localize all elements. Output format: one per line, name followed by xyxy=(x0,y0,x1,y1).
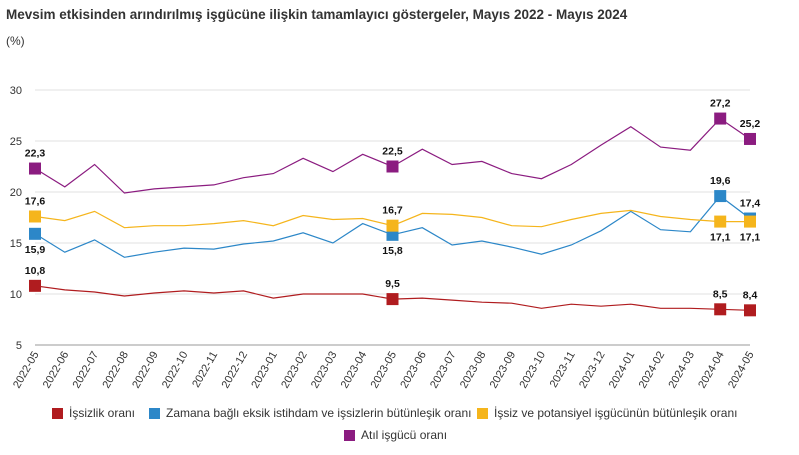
x-tick-label: 2022-05 xyxy=(11,350,42,391)
unit-label: (%) xyxy=(6,34,25,48)
x-tick-label: 2022-10 xyxy=(160,350,191,391)
x-tick-label: 2023-07 xyxy=(428,350,459,391)
series-marker-2 xyxy=(744,215,756,228)
x-tick-label: 2024-04 xyxy=(696,350,727,391)
data-label: 17,6 xyxy=(25,195,46,207)
legend-item-0[interactable]: İşsizlik oranı xyxy=(52,406,135,420)
x-tick-label: 2023-05 xyxy=(369,350,400,391)
data-label: 16,7 xyxy=(382,205,403,217)
data-label: 17,4 xyxy=(740,198,761,210)
series-marker-1 xyxy=(714,190,727,203)
x-tick-label: 2022-09 xyxy=(130,350,161,391)
data-label: 25,2 xyxy=(740,118,761,130)
x-tick-label: 2023-09 xyxy=(488,350,519,391)
legend-swatch-3 xyxy=(344,429,355,441)
data-label: 17,1 xyxy=(740,232,761,244)
x-tick-label: 2023-08 xyxy=(458,350,489,391)
data-label: 8,5 xyxy=(713,288,728,300)
y-tick-label: 25 xyxy=(10,136,22,148)
y-tick-label: 15 xyxy=(10,238,22,250)
x-tick-label: 2024-03 xyxy=(666,350,697,391)
data-label: 10,8 xyxy=(25,265,46,277)
series-marker-0 xyxy=(714,303,727,316)
legend-swatch-2 xyxy=(477,407,488,419)
series-marker-1 xyxy=(29,227,41,240)
x-tick-label: 2023-03 xyxy=(309,350,340,391)
x-tick-label: 2024-02 xyxy=(637,350,668,391)
chart-title: Mevsim etkisinden arındırılmış işgücüne … xyxy=(6,7,628,22)
series-marker-3 xyxy=(744,132,756,145)
x-tick-label: 2024-05 xyxy=(726,350,757,391)
data-label: 22,3 xyxy=(25,148,46,160)
legend-swatch-1 xyxy=(149,407,160,419)
data-label: 19,6 xyxy=(710,175,731,187)
x-tick-label: 2022-11 xyxy=(190,350,220,390)
legend-item-2[interactable]: İşsiz ve potansiyel işgücünün bütünleşik… xyxy=(477,406,737,420)
legend-label-3: Atıl işgücü oranı xyxy=(361,428,448,442)
data-label: 22,5 xyxy=(382,146,403,158)
legend-item-3[interactable]: Atıl işgücü oranı xyxy=(344,428,447,442)
data-label: 9,5 xyxy=(385,278,400,290)
data-label: 8,4 xyxy=(743,289,758,301)
y-tick-label: 20 xyxy=(10,187,22,199)
x-tick-label: 2023-04 xyxy=(339,350,370,391)
x-tick-label: 2023-12 xyxy=(577,350,608,391)
legend-swatch-0 xyxy=(52,407,63,419)
x-tick-label: 2023-02 xyxy=(279,350,310,391)
series-marker-2 xyxy=(386,219,399,232)
x-tick-label: 2023-10 xyxy=(517,350,548,391)
x-tick-label: 2022-06 xyxy=(41,350,72,391)
legend-item-1[interactable]: Zamana bağlı eksik istihdam ve işsizleri… xyxy=(149,406,471,420)
x-tick-label: 2022-08 xyxy=(100,350,131,391)
legend-label-1: Zamana bağlı eksik istihdam ve işsizleri… xyxy=(166,406,472,420)
data-label: 17,1 xyxy=(710,232,731,244)
x-tick-label: 2023-06 xyxy=(398,350,429,391)
x-tick-label: 2024-01 xyxy=(607,350,638,391)
series-marker-0 xyxy=(29,279,41,292)
legend-label-2: İşsiz ve potansiyel işgücünün bütünleşik… xyxy=(494,406,738,420)
series-marker-0 xyxy=(744,304,756,317)
series-marker-0 xyxy=(386,293,399,306)
x-tick-label: 2023-11 xyxy=(548,350,578,390)
data-label: 27,2 xyxy=(710,98,731,110)
series-marker-3 xyxy=(386,160,399,173)
series-marker-1 xyxy=(386,228,399,241)
series-marker-2 xyxy=(714,215,727,228)
x-tick-label: 2023-01 xyxy=(249,350,280,391)
data-label: 15,8 xyxy=(382,245,403,257)
y-tick-label: 30 xyxy=(10,85,22,97)
y-tick-label: 5 xyxy=(16,340,22,352)
series-marker-3 xyxy=(714,112,727,125)
series-marker-2 xyxy=(29,210,41,223)
legend-label-0: İşsizlik oranı xyxy=(69,406,136,420)
x-tick-label: 2022-12 xyxy=(220,350,251,391)
data-label: 15,9 xyxy=(25,244,46,256)
x-tick-label: 2022-07 xyxy=(71,350,102,391)
series-marker-3 xyxy=(29,162,41,175)
y-tick-label: 10 xyxy=(10,289,22,301)
